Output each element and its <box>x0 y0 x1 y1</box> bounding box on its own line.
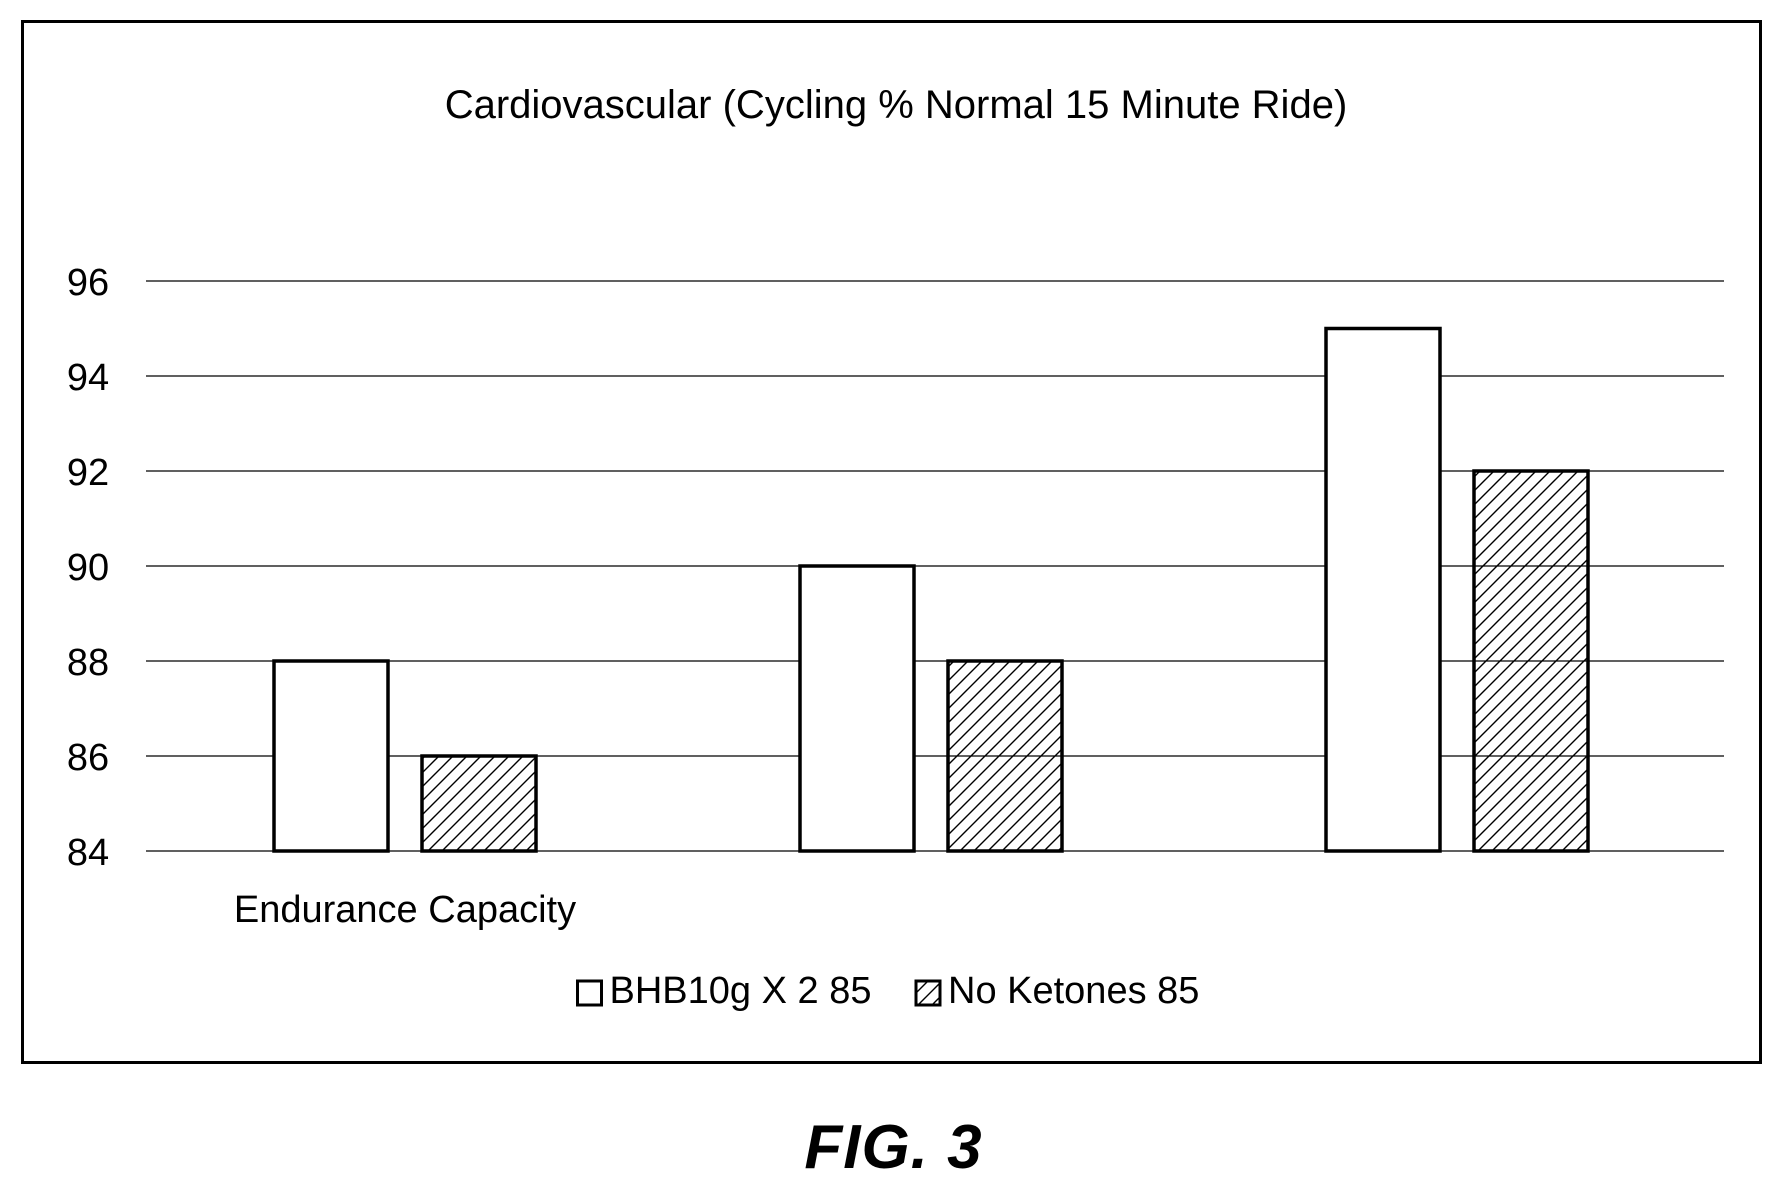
bar-no-ketones <box>946 659 1064 853</box>
bar-bhb <box>798 564 916 853</box>
bars <box>272 326 1590 853</box>
y-tick-label: 92 <box>67 452 109 494</box>
legend-label-no-ketones: No Ketones 85 <box>948 970 1199 1012</box>
y-tick-label: 94 <box>67 357 109 399</box>
chart-frame: Cardiovascular (Cycling % Normal 15 Minu… <box>21 20 1762 1064</box>
figure-label: FIG. 3 <box>804 1113 983 1182</box>
legend-swatch-bhb <box>576 979 603 1007</box>
y-axis-tick-labels: 84 86 88 90 92 94 96 <box>67 262 109 874</box>
x-axis-category-labels: Endurance Capacity <box>234 889 576 931</box>
y-tick-label: 90 <box>67 547 109 589</box>
legend-label-bhb: BHB10g X 2 85 <box>610 970 872 1012</box>
bar-chart: Cardiovascular (Cycling % Normal 15 Minu… <box>67 83 1724 1012</box>
legend: BHB10g X 2 85 No Ketones 85 <box>576 970 1199 1012</box>
bar-bhb <box>1324 326 1442 853</box>
y-tick-label: 84 <box>67 832 109 874</box>
y-tick-label: 96 <box>67 262 109 304</box>
bar-no-ketones <box>1472 469 1590 853</box>
y-tick-label: 88 <box>67 642 109 684</box>
y-tick-label: 86 <box>67 737 109 779</box>
bar-bhb <box>272 659 390 853</box>
x-category-label: Endurance Capacity <box>234 889 576 931</box>
chart-title: Cardiovascular (Cycling % Normal 15 Minu… <box>445 83 1348 127</box>
legend-swatch-no-ketones <box>914 979 942 1007</box>
gridlines <box>146 280 1724 852</box>
bar-no-ketones <box>420 754 538 853</box>
